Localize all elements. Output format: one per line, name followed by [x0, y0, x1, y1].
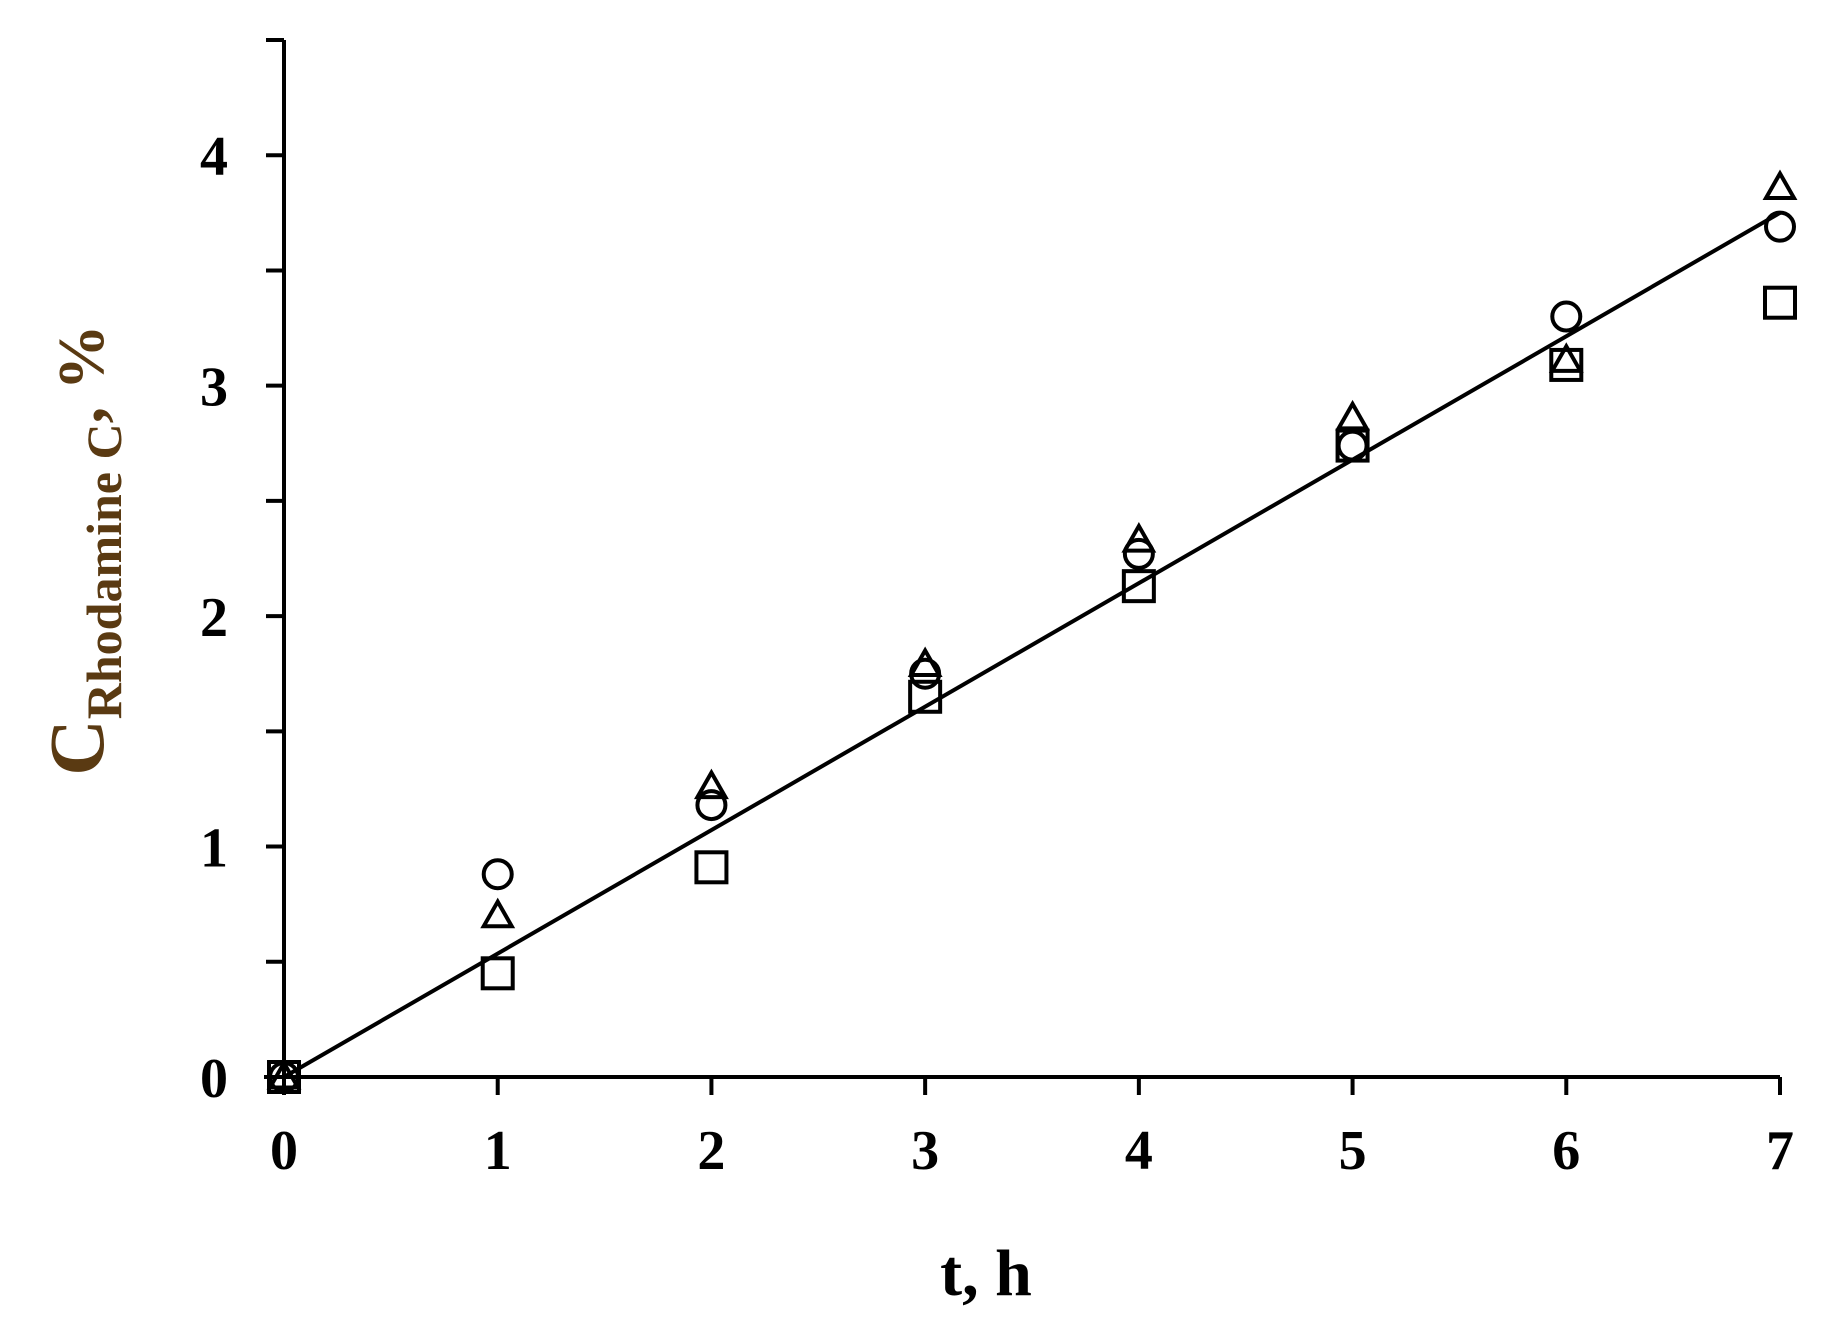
x-tick-label-1: 1 — [484, 1120, 512, 1182]
x-tick-label-3: 3 — [911, 1120, 939, 1182]
x-tick-label-5: 5 — [1339, 1120, 1367, 1182]
circle-point — [481, 858, 514, 891]
triangle-point — [1335, 399, 1371, 431]
x-tick-label-4: 4 — [1125, 1120, 1153, 1182]
circle-point — [1122, 537, 1155, 570]
y-axis-title: CRhodamine C, % — [33, 324, 132, 775]
y-axis-title-text: CRhodamine C, % — [33, 324, 132, 775]
square-point — [1335, 428, 1370, 463]
x-tick-label-2: 2 — [697, 1120, 725, 1182]
triangle-point — [1548, 342, 1584, 373]
axes — [264, 40, 1780, 1079]
tick-labels: 0 1 2 3 4 5 6 7 0 1 2 3 4 — [200, 126, 1794, 1182]
fit-line-layer — [282, 211, 1782, 1079]
triangle-point — [480, 897, 516, 929]
y-axis-title-subscript: Rhodamine C — [76, 423, 132, 719]
circle-point — [1336, 429, 1369, 462]
linear-fit-line — [282, 211, 1782, 1079]
tick-marks — [266, 38, 1782, 1095]
circle-point — [1550, 300, 1583, 333]
x-tick-label-0: 0 — [270, 1120, 298, 1182]
y-tick-label-3: 3 — [200, 357, 228, 419]
triangle-point — [1121, 522, 1157, 553]
square-point — [1763, 285, 1797, 320]
y-tick-label-0: 0 — [200, 1048, 228, 1110]
x-axis-title: t, h — [940, 1237, 1032, 1310]
triangle-point — [1762, 169, 1798, 200]
triangle-point — [907, 646, 943, 678]
y-tick-label-1: 1 — [200, 818, 228, 880]
triangle-point — [693, 768, 729, 800]
y-tick-label-4: 4 — [200, 126, 228, 188]
x-tick-label-7: 7 — [1766, 1120, 1794, 1182]
square-point — [267, 1060, 301, 1094]
square-point — [1121, 569, 1156, 604]
square-point — [694, 850, 729, 885]
square-point — [480, 956, 515, 991]
circle-point — [1764, 210, 1796, 243]
square-point — [908, 679, 943, 714]
triangle-point — [266, 1058, 302, 1090]
data-points — [266, 169, 1798, 1094]
circle-point — [695, 789, 728, 822]
y-axis-title-unit: , % — [45, 324, 118, 423]
square-point — [1549, 347, 1584, 382]
y-axis-title-main: C — [33, 719, 120, 775]
y-tick-label-2: 2 — [200, 587, 228, 649]
x-tick-label-6: 6 — [1552, 1120, 1580, 1182]
